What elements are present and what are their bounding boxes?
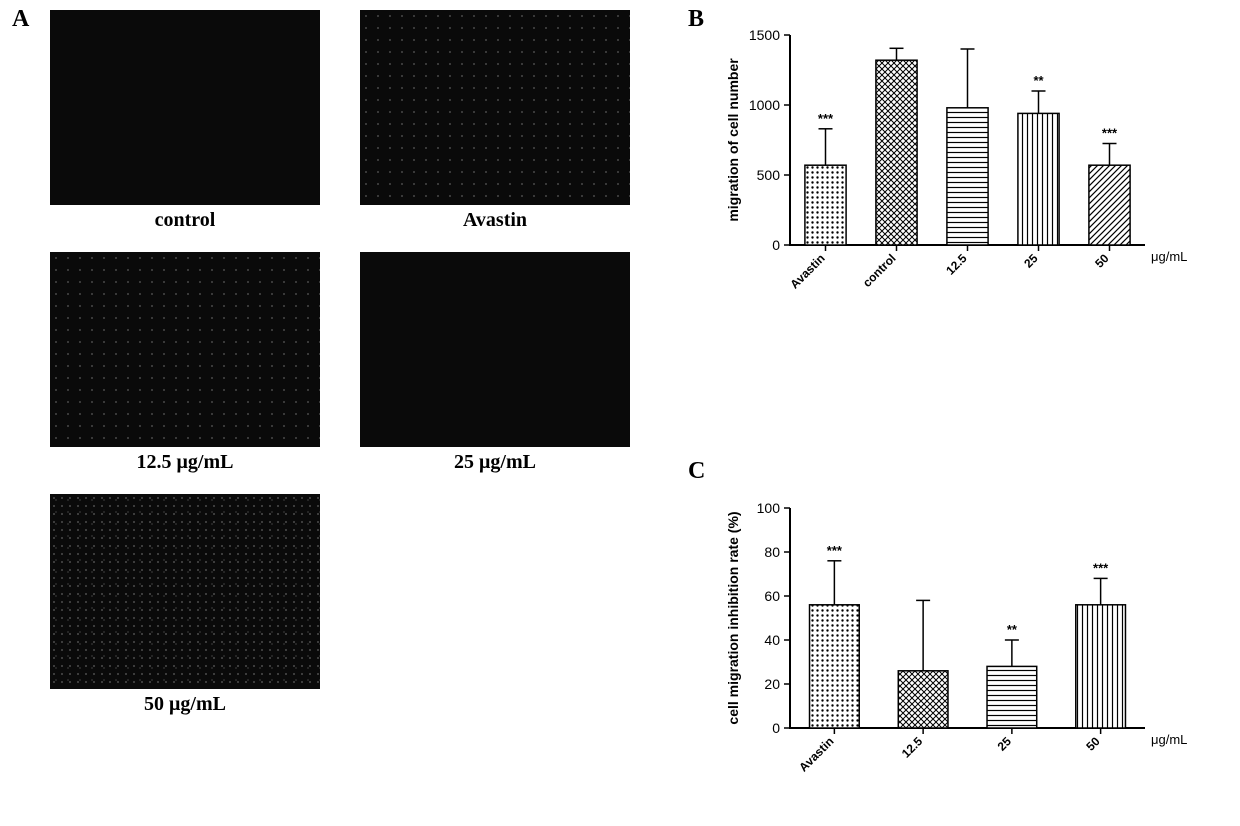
micrograph-item: 50 μg/mL	[50, 494, 320, 730]
svg-text:100: 100	[757, 500, 781, 516]
svg-text:25: 25	[995, 734, 1015, 754]
micrograph-caption: 25 μg/mL	[454, 451, 536, 474]
svg-text:12.5: 12.5	[899, 734, 926, 761]
svg-text:50: 50	[1083, 734, 1103, 754]
svg-text:μg/mL: μg/mL	[1151, 249, 1187, 264]
svg-text:cell migration inhibition rate: cell migration inhibition rate (%)	[725, 511, 741, 724]
svg-text:80: 80	[764, 544, 780, 560]
micrograph-item: Avastin	[360, 10, 630, 246]
micrograph-image	[360, 252, 630, 447]
micrograph-item: 12.5 μg/mL	[50, 252, 320, 488]
svg-text:control: control	[860, 251, 899, 290]
micrograph-image	[50, 494, 320, 689]
svg-text:1500: 1500	[749, 27, 780, 43]
svg-text:Avastin: Avastin	[796, 734, 836, 774]
micrograph-caption: 50 μg/mL	[144, 693, 226, 716]
svg-text:0: 0	[772, 720, 780, 736]
panel-c-chart: 0 20 40 60 80 100 cell migration inhibition ra…	[720, 488, 1200, 798]
svg-text:μg/mL: μg/mL	[1151, 732, 1187, 747]
svg-text:40: 40	[764, 632, 780, 648]
micrograph-image	[50, 252, 320, 447]
svg-text:***: ***	[827, 543, 843, 558]
micrograph-caption: control	[155, 209, 216, 232]
svg-text:500: 500	[757, 167, 781, 183]
panel-a-grid: control Avastin 12.5 μg/mL 25 μg/mL 50 μg/mL	[50, 10, 670, 736]
micrograph-item: 25 μg/mL	[360, 252, 630, 488]
micrograph-image	[50, 10, 320, 205]
micrograph-caption: 12.5 μg/mL	[137, 451, 234, 474]
svg-text:Avastin: Avastin	[787, 251, 827, 291]
svg-text:0: 0	[772, 237, 780, 253]
micrograph-image	[360, 10, 630, 205]
panel-a-label: A	[12, 6, 29, 33]
svg-text:***: ***	[1102, 126, 1118, 141]
svg-text:migration of cell number: migration of cell number	[725, 58, 741, 222]
panel-b-chart: 0 500 1000 1500 migration of cell number Avas…	[720, 15, 1200, 315]
svg-text:60: 60	[764, 588, 780, 604]
svg-text:**: **	[1007, 622, 1018, 637]
micrograph-item: control	[50, 10, 320, 246]
svg-text:**: **	[1033, 73, 1044, 88]
panel-b-label: B	[688, 6, 704, 33]
svg-text:***: ***	[1093, 560, 1109, 575]
micrograph-caption: Avastin	[463, 209, 527, 232]
svg-text:50: 50	[1092, 251, 1112, 271]
svg-text:12.5: 12.5	[943, 251, 970, 278]
svg-text:25: 25	[1021, 251, 1041, 271]
panel-c-label: C	[688, 458, 705, 485]
svg-text:***: ***	[818, 111, 834, 126]
svg-text:1000: 1000	[749, 97, 780, 113]
svg-text:20: 20	[764, 676, 780, 692]
